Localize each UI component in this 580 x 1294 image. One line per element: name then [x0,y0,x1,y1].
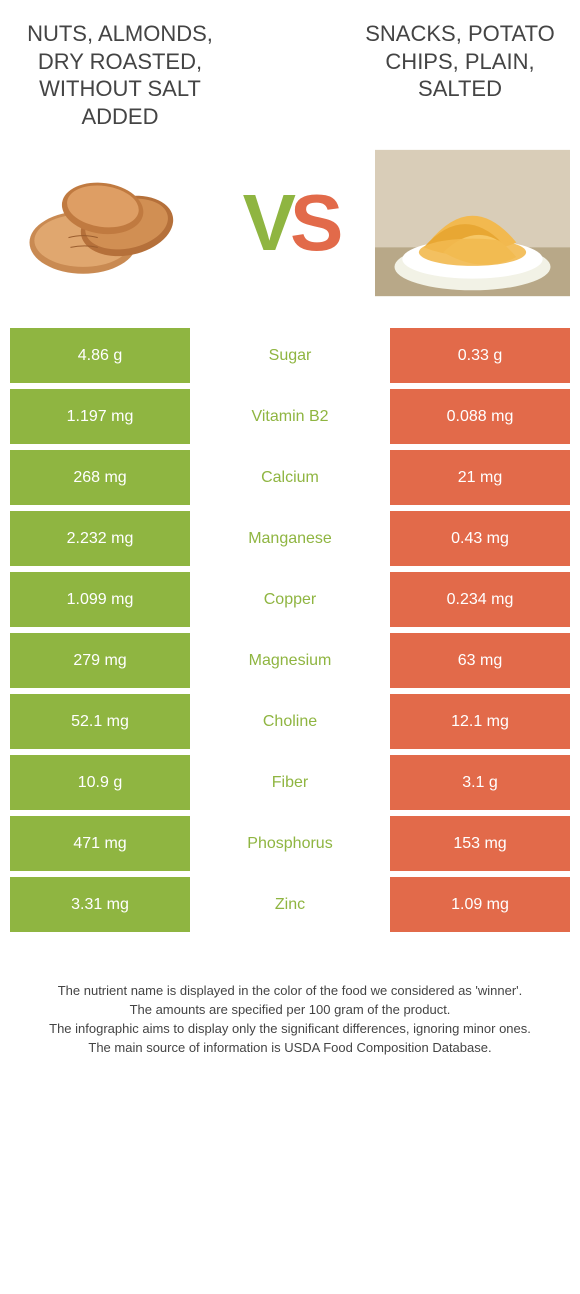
nutrient-label: Manganese [190,511,390,566]
value-left: 3.31 mg [10,877,190,932]
value-left: 52.1 mg [10,694,190,749]
titles-row: Nuts, almonds, dry roasted, without salt… [10,20,570,130]
nutrient-label: Choline [190,694,390,749]
food-right-title: Snacks, potato chips, plain, salted [360,20,560,103]
nutrient-label: Fiber [190,755,390,810]
images-row: VS [10,148,570,298]
almonds-icon [10,148,205,298]
value-right: 0.088 mg [390,389,570,444]
vs-v: V [243,177,290,269]
value-left: 268 mg [10,450,190,505]
value-right: 1.09 mg [390,877,570,932]
food-right-image [375,148,570,298]
value-left: 2.232 mg [10,511,190,566]
nutrient-label: Magnesium [190,633,390,688]
value-left: 10.9 g [10,755,190,810]
value-right: 0.33 g [390,328,570,383]
table-row: 52.1 mgCholine12.1 mg [10,694,570,749]
table-row: 1.197 mgVitamin B20.088 mg [10,389,570,444]
table-row: 10.9 gFiber3.1 g [10,755,570,810]
footer-notes: The nutrient name is displayed in the co… [10,982,570,1057]
footer-line: The infographic aims to display only the… [30,1020,550,1039]
value-right: 63 mg [390,633,570,688]
value-left: 279 mg [10,633,190,688]
footer-line: The amounts are specified per 100 gram o… [30,1001,550,1020]
value-left: 1.099 mg [10,572,190,627]
footer-line: The nutrient name is displayed in the co… [30,982,550,1001]
value-right: 21 mg [390,450,570,505]
food-left-title: Nuts, almonds, dry roasted, without salt… [20,20,220,130]
table-row: 268 mgCalcium21 mg [10,450,570,505]
nutrient-label: Copper [190,572,390,627]
nutrient-label: Vitamin B2 [190,389,390,444]
nutrient-table: 4.86 gSugar0.33 g 1.197 mgVitamin B20.088… [10,328,570,932]
table-row: 3.31 mgZinc1.09 mg [10,877,570,932]
nutrient-label: Calcium [190,450,390,505]
chips-icon [375,148,570,298]
table-row: 1.099 mgCopper0.234 mg [10,572,570,627]
nutrient-label: Sugar [190,328,390,383]
value-right: 153 mg [390,816,570,871]
value-left: 1.197 mg [10,389,190,444]
value-left: 4.86 g [10,328,190,383]
value-right: 12.1 mg [390,694,570,749]
vs-s: S [290,177,337,269]
table-row: 279 mgMagnesium63 mg [10,633,570,688]
food-left-image [10,148,205,298]
footer-line: The main source of information is USDA F… [30,1039,550,1058]
value-right: 0.234 mg [390,572,570,627]
value-left: 471 mg [10,816,190,871]
table-row: 4.86 gSugar0.33 g [10,328,570,383]
table-row: 2.232 mgManganese0.43 mg [10,511,570,566]
table-row: 471 mgPhosphorus153 mg [10,816,570,871]
nutrient-label: Phosphorus [190,816,390,871]
nutrient-label: Zinc [190,877,390,932]
value-right: 0.43 mg [390,511,570,566]
value-right: 3.1 g [390,755,570,810]
infographic-root: Nuts, almonds, dry roasted, without salt… [0,0,580,1087]
vs-label: VS [243,177,338,269]
